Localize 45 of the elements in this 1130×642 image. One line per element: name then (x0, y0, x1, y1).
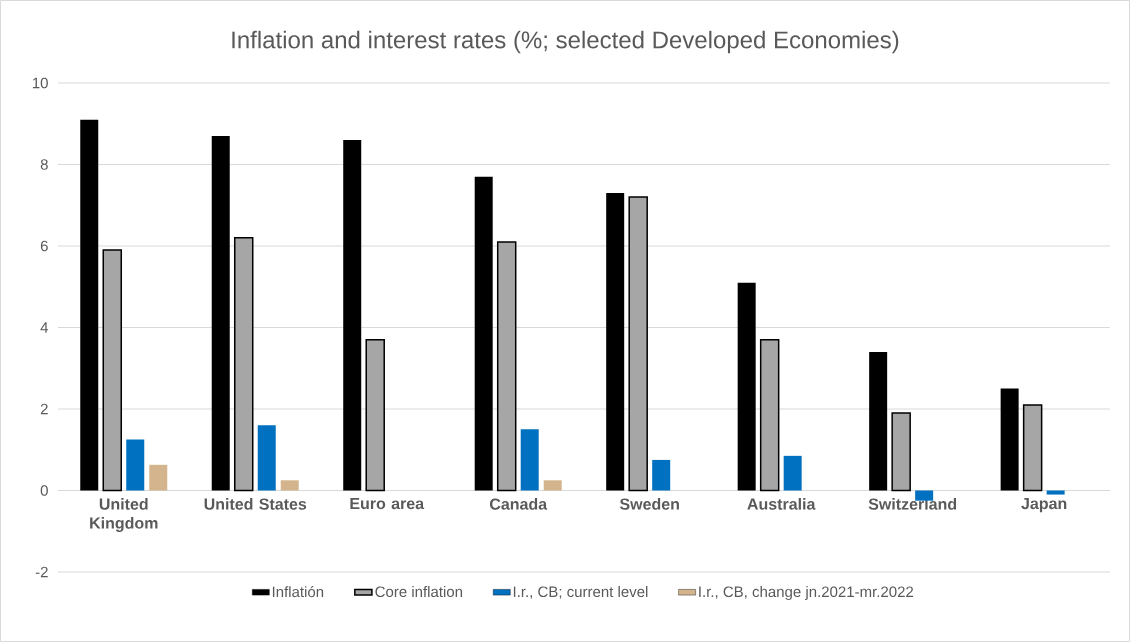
bar (126, 439, 145, 491)
bar (543, 480, 562, 491)
y-tick-label: 8 (40, 159, 48, 170)
x-tick-label: Switzerland (868, 498, 957, 510)
bar (280, 480, 299, 491)
bar (102, 249, 122, 492)
bar (80, 119, 99, 491)
bar (652, 459, 671, 491)
bar (149, 464, 168, 491)
x-tick-label: Sweden (619, 498, 679, 510)
bar (365, 338, 385, 492)
bar (628, 196, 648, 492)
y-tick-label: 4 (40, 322, 49, 333)
x-tick-label: Australia (747, 498, 816, 510)
bar (343, 140, 362, 491)
bar (737, 282, 756, 491)
chart-title: Inflation and interest rates (%; selected Developed Economies) (232, 30, 899, 54)
x-tick-label: United Kingdom (90, 498, 158, 532)
bar (1046, 490, 1065, 495)
y-tick-label: 6 (40, 240, 48, 252)
x-tick-label: United States (204, 498, 307, 510)
y-tick-label: 2 (40, 403, 48, 415)
bar (1000, 388, 1019, 491)
y-tick-label: -2 (35, 566, 48, 578)
bar (257, 425, 276, 491)
bar (891, 412, 911, 492)
legend-label: I.r., CB, change jn.2021-mr.2022 (699, 586, 914, 601)
bar (1022, 404, 1043, 492)
legend-label: Inflatión (272, 585, 324, 598)
bar (233, 237, 254, 492)
x-tick-label: Canada (489, 498, 548, 510)
legend-label: I.r., CB; current level (513, 586, 648, 599)
bar (520, 429, 539, 491)
x-tick-label: Euro area (350, 498, 425, 510)
bar (783, 455, 802, 491)
bar (211, 135, 230, 491)
y-tick-label: 10 (32, 77, 48, 89)
bar (474, 176, 493, 491)
x-tick-label: Japan (1021, 498, 1067, 513)
bar (759, 338, 780, 492)
bar (606, 193, 625, 491)
legend-label: Core inflation (375, 586, 463, 598)
y-tick-label: 0 (40, 485, 48, 496)
bar (869, 351, 888, 491)
bar (496, 241, 517, 492)
